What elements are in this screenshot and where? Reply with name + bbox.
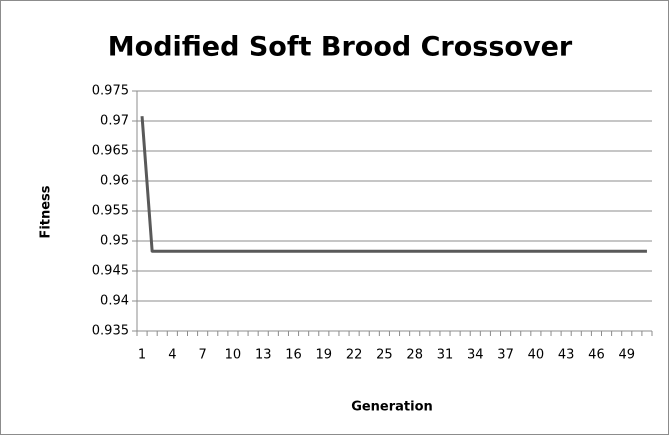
y-tick-label: 0.96 (100, 174, 129, 189)
x-tick-label: 22 (346, 348, 363, 363)
x-tick-label: 13 (255, 348, 272, 363)
line-series (140, 116, 647, 253)
y-tick-label: 0.97 (100, 114, 129, 129)
y-tick-label: 0.94 (100, 294, 129, 309)
x-tick-label: 43 (558, 348, 575, 363)
y-tick-label: 0.955 (92, 204, 129, 219)
y-tick-label: 0.935 (92, 324, 129, 339)
y-axis-label: Fitness (39, 185, 54, 238)
y-tick-label: 0.95 (100, 234, 129, 249)
x-tick-label: 37 (497, 348, 514, 363)
x-tick-label: 46 (588, 348, 605, 363)
y-tick-label: 0.975 (92, 84, 129, 99)
x-tick-label: 28 (406, 348, 423, 363)
x-tick-label: 40 (528, 348, 545, 363)
x-tick-label: 10 (225, 348, 242, 363)
x-tick-label: 7 (198, 348, 206, 363)
x-tick-label: 49 (618, 348, 635, 363)
x-tick-label: 25 (376, 348, 393, 363)
x-axis-label: Generation (351, 400, 433, 415)
x-tick-label: 4 (168, 348, 176, 363)
x-tick-label: 34 (467, 348, 484, 363)
x-tick-label: 19 (316, 348, 333, 363)
x-tick-label: 1 (138, 348, 146, 363)
chart-title: Modified Soft Brood Crossover (108, 32, 573, 63)
y-tick-label: 0.965 (92, 144, 129, 159)
y-tick-label: 0.945 (92, 264, 129, 279)
x-tick-label: 31 (437, 348, 454, 363)
x-tick-label: 16 (285, 348, 302, 363)
